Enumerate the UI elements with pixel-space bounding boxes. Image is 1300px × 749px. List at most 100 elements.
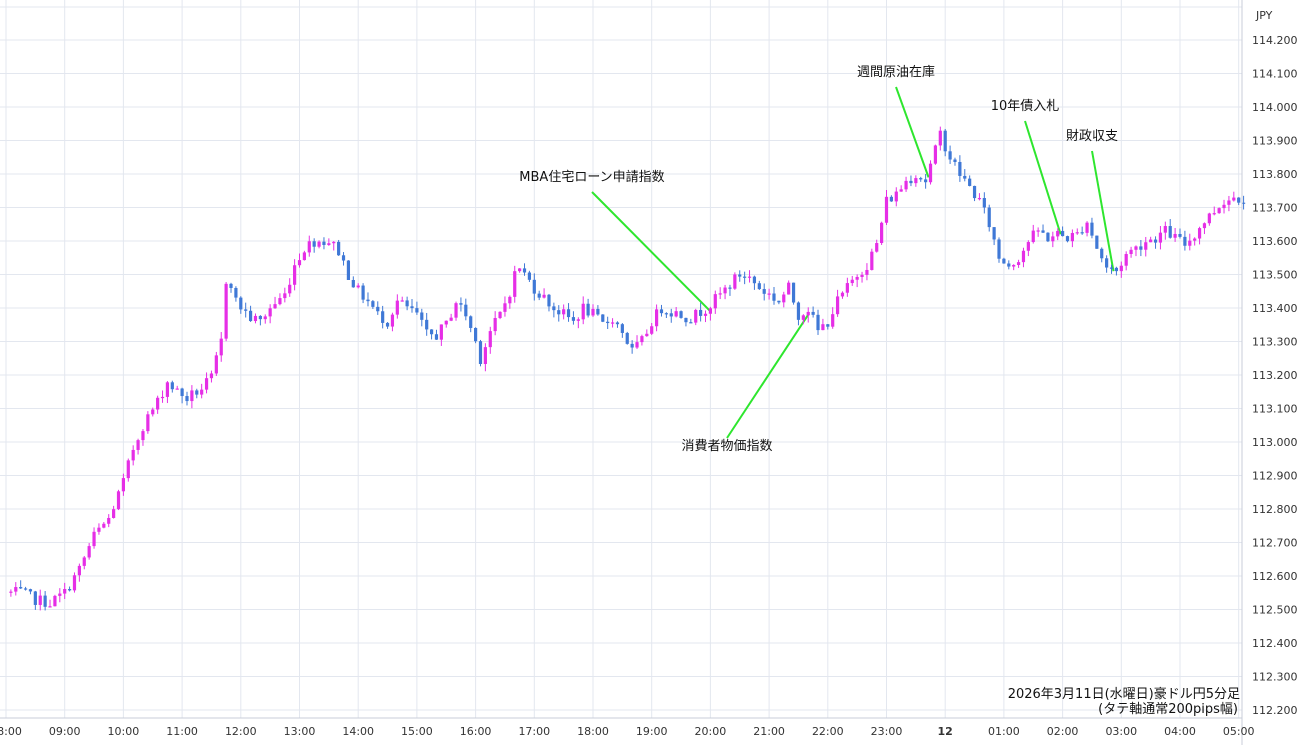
candle <box>97 523 101 535</box>
candle <box>566 303 571 322</box>
candle-body <box>1109 267 1114 269</box>
candle-body <box>708 308 712 314</box>
candle <box>400 296 404 302</box>
candle-body <box>1227 200 1231 205</box>
candle-body <box>341 255 346 261</box>
y-tick-label: 112.900 <box>1252 470 1298 483</box>
candle <box>596 305 600 316</box>
candle-body <box>914 178 918 184</box>
candle <box>439 324 443 346</box>
candle-body <box>674 311 678 317</box>
annotation-label: 10年債入札 <box>991 99 1060 114</box>
candle-body <box>743 276 747 278</box>
candle <box>434 329 439 340</box>
candle <box>165 381 170 404</box>
candle-body <box>1114 267 1119 272</box>
candle-body <box>552 306 556 311</box>
candle-body <box>503 303 507 312</box>
candle <box>53 594 57 607</box>
candle <box>689 318 693 324</box>
candle <box>1056 228 1060 241</box>
candle <box>185 391 189 406</box>
candle <box>796 301 801 326</box>
candle-body <box>713 294 717 309</box>
candle-body <box>170 382 174 390</box>
candle <box>1075 228 1079 235</box>
candle-body <box>1070 232 1074 242</box>
candle-body <box>273 304 277 309</box>
candle-body <box>894 191 898 202</box>
candle <box>219 332 223 362</box>
candle <box>1080 226 1084 235</box>
grid-lines <box>0 0 1242 718</box>
candle-body <box>997 239 1001 259</box>
y-tick-label: 113.400 <box>1252 302 1298 315</box>
candle <box>581 296 585 325</box>
candle <box>67 586 72 592</box>
candle <box>126 458 130 482</box>
x-tick-label: 13:00 <box>284 725 316 738</box>
candle-body <box>395 300 399 315</box>
candle <box>160 390 165 403</box>
candle <box>654 304 659 332</box>
candle <box>884 190 889 225</box>
candle <box>1222 199 1226 214</box>
candle <box>664 312 668 319</box>
candle <box>640 334 644 346</box>
y-tick-label: 113.800 <box>1252 168 1298 181</box>
candle <box>156 395 160 414</box>
candle <box>1197 226 1202 245</box>
candle-body <box>63 589 67 594</box>
candle <box>1232 191 1236 202</box>
candle-body <box>909 180 913 184</box>
candle-body <box>322 241 326 245</box>
candle-body <box>469 316 473 328</box>
candle-body <box>283 293 287 299</box>
candle <box>875 239 879 253</box>
candle <box>1188 233 1192 251</box>
candle-body <box>1149 239 1153 243</box>
candle <box>190 385 194 409</box>
candle <box>586 298 590 318</box>
candle <box>112 505 116 519</box>
candle-body <box>566 309 571 318</box>
candle-body <box>850 279 854 284</box>
candle-body <box>1105 258 1109 268</box>
candle-body <box>1021 250 1026 263</box>
y-tick-label: 113.900 <box>1252 135 1298 148</box>
x-tick-label: 19:00 <box>636 725 668 738</box>
candle-body <box>1144 242 1148 250</box>
candle-body <box>953 159 957 162</box>
candle-body <box>919 178 923 180</box>
candle <box>943 128 947 157</box>
candle-body <box>938 130 942 146</box>
candle <box>615 321 620 328</box>
candle <box>904 176 908 192</box>
candle-body <box>694 309 698 323</box>
candle-body <box>679 311 683 318</box>
y-tick-label: 113.300 <box>1252 336 1298 349</box>
annotation-label: 週間原油在庫 <box>857 65 935 80</box>
candle-body <box>317 241 321 247</box>
candle-body <box>1031 230 1035 243</box>
candle-body <box>126 460 130 479</box>
candle <box>48 599 52 608</box>
candle-body <box>801 315 805 320</box>
candle <box>200 383 204 399</box>
candle <box>914 175 918 187</box>
candle-body <box>581 303 585 320</box>
candle-body <box>67 589 72 591</box>
candle <box>826 324 830 330</box>
candle <box>752 275 757 290</box>
candle <box>356 283 360 289</box>
candle-body <box>821 324 825 331</box>
y-tick-label: 112.300 <box>1252 671 1298 684</box>
candle-body <box>1188 240 1192 246</box>
candle-body <box>297 260 302 266</box>
candle-body <box>248 310 253 322</box>
candle-body <box>160 396 165 399</box>
candle-body <box>586 303 590 316</box>
candle <box>1012 264 1016 271</box>
candle <box>987 204 991 232</box>
